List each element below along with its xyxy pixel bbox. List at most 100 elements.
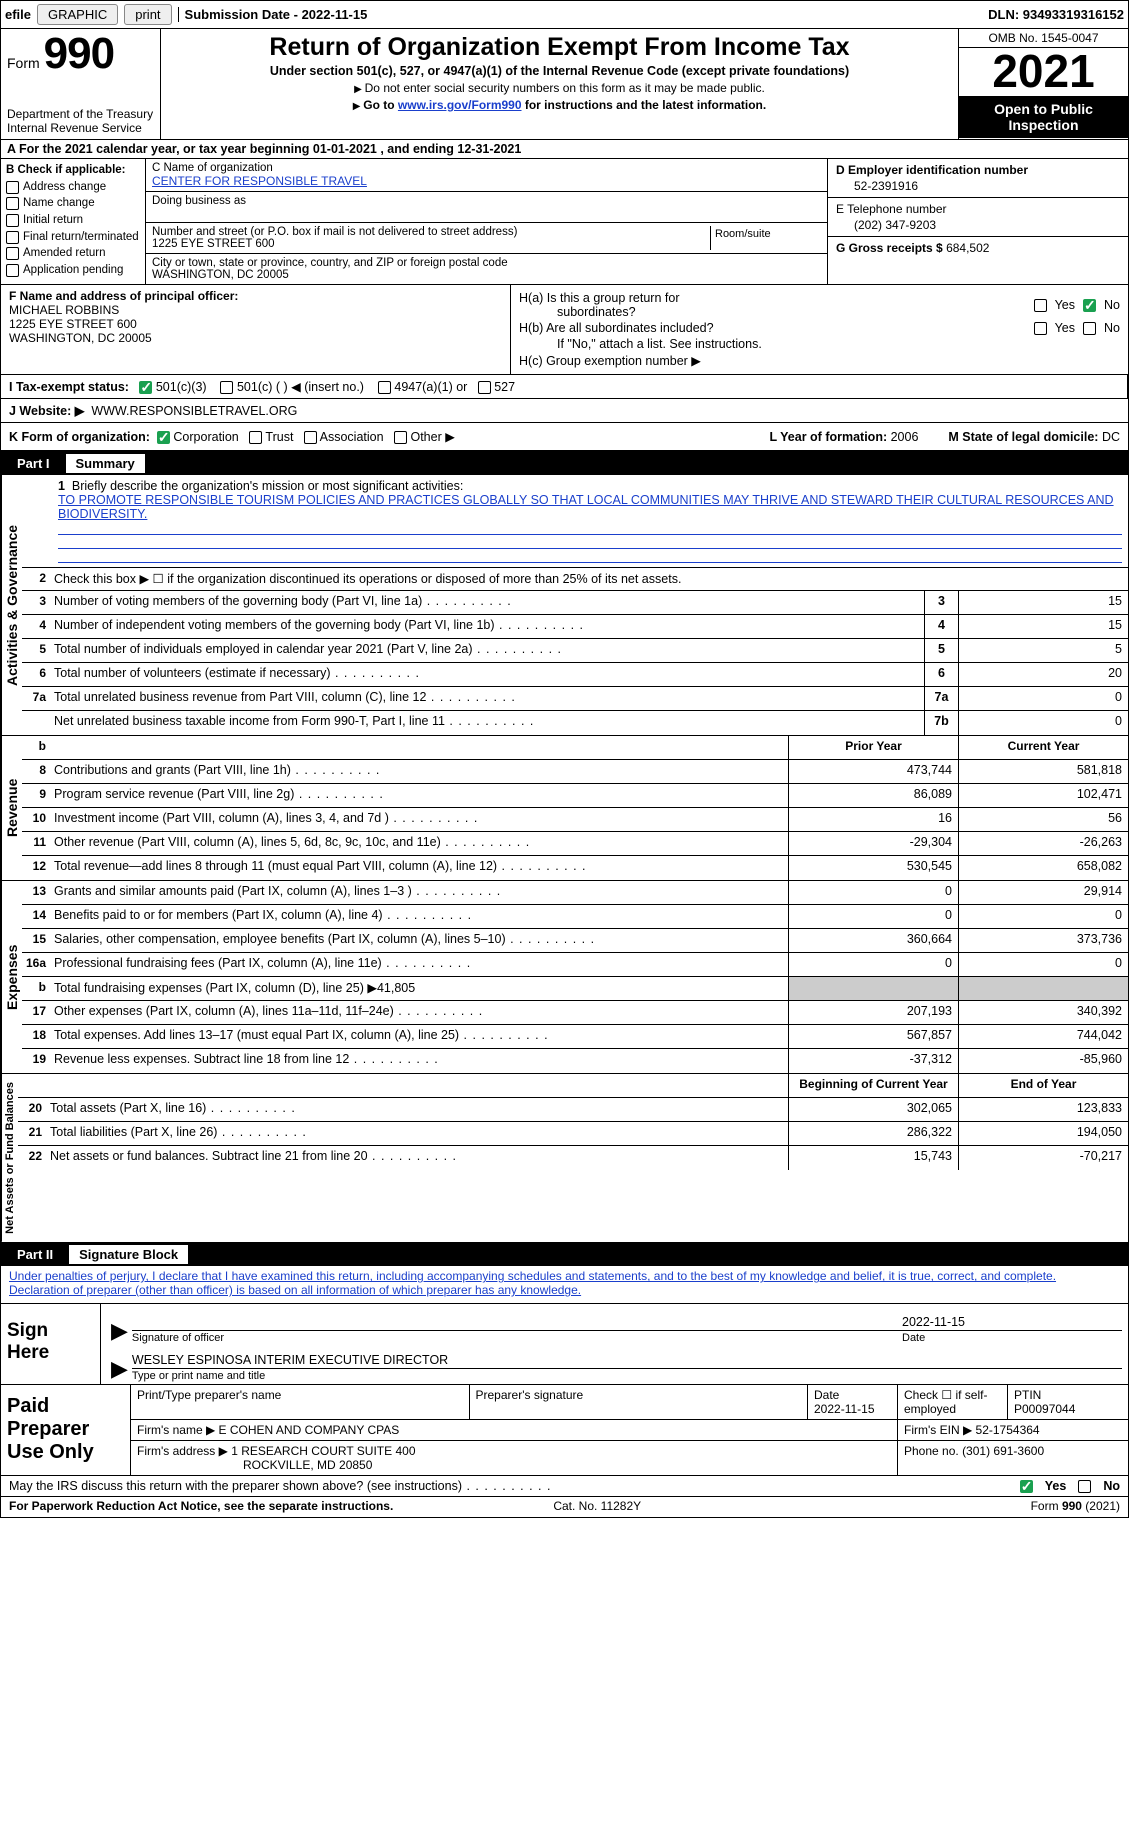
box-c: C Name of organization CENTER FOR RESPON… (146, 159, 828, 284)
summary-line: bTotal fundraising expenses (Part IX, co… (22, 977, 1128, 1001)
ha-yes[interactable] (1034, 299, 1047, 312)
header-left: Form 990 Department of the Treasury Inte… (1, 29, 161, 139)
sign-here-label: SignHere (1, 1304, 101, 1384)
box-f: F Name and address of principal officer:… (1, 285, 511, 374)
hb-no[interactable] (1083, 322, 1096, 335)
summary-line: 4Number of independent voting members of… (22, 615, 1128, 639)
form-subtitle: Under section 501(c), 527, or 4947(a)(1)… (167, 64, 952, 78)
chk-amended[interactable]: Amended return (6, 245, 140, 262)
chk-501c[interactable] (220, 381, 233, 394)
dba-row: Doing business as (146, 192, 827, 223)
discuss-yes[interactable] (1020, 1480, 1033, 1493)
ha-no[interactable] (1083, 299, 1096, 312)
section-fh: F Name and address of principal officer:… (1, 285, 1128, 375)
officer-name-title: WESLEY ESPINOSA INTERIM EXECUTIVE DIRECT… (132, 1353, 1122, 1368)
org-name[interactable]: CENTER FOR RESPONSIBLE TRAVEL (152, 174, 821, 188)
print-button[interactable]: print (124, 4, 171, 25)
discuss-row: May the IRS discuss this return with the… (1, 1476, 1128, 1497)
summary-line: 9Program service revenue (Part VIII, lin… (22, 784, 1128, 808)
summary-line: 8Contributions and grants (Part VIII, li… (22, 760, 1128, 784)
dept-treasury: Department of the Treasury (7, 107, 154, 121)
row-i: I Tax-exempt status: 501(c)(3) 501(c) ( … (1, 375, 1128, 399)
prep-r3: Firm's address ▶ 1 RESEARCH COURT SUITE … (131, 1441, 1128, 1475)
vert-net: Net Assets or Fund Balances (1, 1074, 18, 1242)
street-address: 1225 EYE STREET 600 (152, 238, 710, 250)
h-b-note: If "No," attach a list. See instructions… (519, 337, 1120, 351)
vert-expenses: Expenses (1, 881, 22, 1073)
open-to-public: Open to Public Inspection (959, 96, 1128, 138)
summary-line: 15Salaries, other compensation, employee… (22, 929, 1128, 953)
line1-mission: 1 Briefly describe the organization's mi… (22, 475, 1128, 567)
part2-header: Part II Signature Block (1, 1243, 1128, 1266)
chk-association[interactable] (304, 431, 317, 444)
vert-governance: Activities & Governance (1, 475, 22, 735)
cat-no: Cat. No. 11282Y (553, 1499, 641, 1513)
footer: For Paperwork Reduction Act Notice, see … (1, 1497, 1128, 1517)
irs-link[interactable]: www.irs.gov/Form990 (398, 98, 522, 112)
officer-name: MICHAEL ROBBINS (9, 303, 502, 317)
ein-row: D Employer identification number 52-2391… (828, 159, 1128, 198)
box-b: B Check if applicable: Address change Na… (1, 159, 146, 284)
summary-line: 6Total number of volunteers (estimate if… (22, 663, 1128, 687)
chk-address-change[interactable]: Address change (6, 179, 140, 196)
part1-header: Part I Summary (1, 452, 1128, 475)
chk-corporation[interactable] (157, 431, 170, 444)
summary-line: 19Revenue less expenses. Subtract line 1… (22, 1049, 1128, 1073)
summary-line: 5Total number of individuals employed in… (22, 639, 1128, 663)
irs-label: Internal Revenue Service (7, 121, 154, 135)
paperwork-notice: For Paperwork Reduction Act Notice, see … (9, 1499, 393, 1513)
row-k: K Form of organization: Corporation Trus… (1, 423, 1128, 452)
box-b-title: B Check if applicable: (6, 162, 140, 179)
org-name-row: C Name of organization CENTER FOR RESPON… (146, 159, 827, 192)
line2: 2Check this box ▶ ☐ if the organization … (22, 567, 1128, 591)
officer-addr1: 1225 EYE STREET 600 (9, 317, 502, 331)
phone-value: (202) 347-9203 (836, 218, 1120, 232)
tax-exempt-status: I Tax-exempt status: 501(c)(3) 501(c) ( … (1, 375, 1128, 398)
box-h: H(a) Is this a group return forsubordina… (511, 285, 1128, 374)
room-suite-label: Room/suite (711, 226, 821, 250)
hb-yes[interactable] (1034, 322, 1047, 335)
chk-other[interactable] (394, 431, 407, 444)
summary-revenue: Revenue b Prior Year Current Year 8Contr… (1, 736, 1128, 881)
row-a-period: A For the 2021 calendar year, or tax yea… (1, 140, 1128, 159)
summary-line: 16aProfessional fundraising fees (Part I… (22, 953, 1128, 977)
form-number: Form 990 (7, 29, 154, 79)
discuss-no[interactable] (1078, 1480, 1091, 1493)
summary-line: 13Grants and similar amounts paid (Part … (22, 881, 1128, 905)
prep-r2: Firm's name ▶ E COHEN AND COMPANY CPAS F… (131, 1420, 1128, 1441)
mission-text: TO PROMOTE RESPONSIBLE TOURISM POLICIES … (58, 493, 1122, 521)
form-ref: Form 990 (2021) (1031, 1499, 1120, 1513)
chk-final-return[interactable]: Final return/terminated (6, 229, 140, 246)
chk-501c3[interactable] (139, 381, 152, 394)
submission-date: Submission Date - 2022-11-15 (178, 7, 368, 22)
year-formation: L Year of formation: 2006 (770, 430, 919, 444)
chk-name-change[interactable]: Name change (6, 195, 140, 212)
summary-line: 3Number of voting members of the governi… (22, 591, 1128, 615)
sig-date-label: Date (902, 1330, 1122, 1344)
perjury-declaration: Under penalties of perjury, I declare th… (1, 1266, 1128, 1304)
chk-527[interactable] (478, 381, 491, 394)
h-b: H(b) Are all subordinates included? Yes … (519, 321, 1120, 335)
website-value: WWW.RESPONSIBLETRAVEL.ORG (91, 404, 297, 418)
summary-line: 11Other revenue (Part VIII, column (A), … (22, 832, 1128, 856)
ssn-note: Do not enter social security numbers on … (167, 81, 952, 95)
city-row: City or town, state or province, country… (146, 254, 827, 284)
h-a: H(a) Is this a group return forsubordina… (519, 291, 1120, 319)
chk-4947[interactable] (378, 381, 391, 394)
summary-line: 7aTotal unrelated business revenue from … (22, 687, 1128, 711)
rev-col-hdr: b Prior Year Current Year (22, 736, 1128, 760)
street-row: Number and street (or P.O. box if mail i… (146, 223, 827, 254)
summary-line: 10Investment income (Part VIII, column (… (22, 808, 1128, 832)
chk-initial-return[interactable]: Initial return (6, 212, 140, 229)
efile-label: efile (5, 7, 31, 22)
graphic-button[interactable]: GRAPHIC (37, 4, 118, 25)
net-col-hdr: Beginning of Current Year End of Year (18, 1074, 1128, 1098)
form-container: efile GRAPHIC print Submission Date - 20… (0, 0, 1129, 1518)
summary-line: 20Total assets (Part X, line 16)302,0651… (18, 1098, 1128, 1122)
chk-app-pending[interactable]: Application pending (6, 262, 140, 279)
vert-revenue: Revenue (1, 736, 22, 880)
form-title: Return of Organization Exempt From Incom… (167, 33, 952, 62)
summary-expenses: Expenses 13Grants and similar amounts pa… (1, 881, 1128, 1074)
chk-trust[interactable] (249, 431, 262, 444)
officer-addr2: WASHINGTON, DC 20005 (9, 331, 502, 345)
